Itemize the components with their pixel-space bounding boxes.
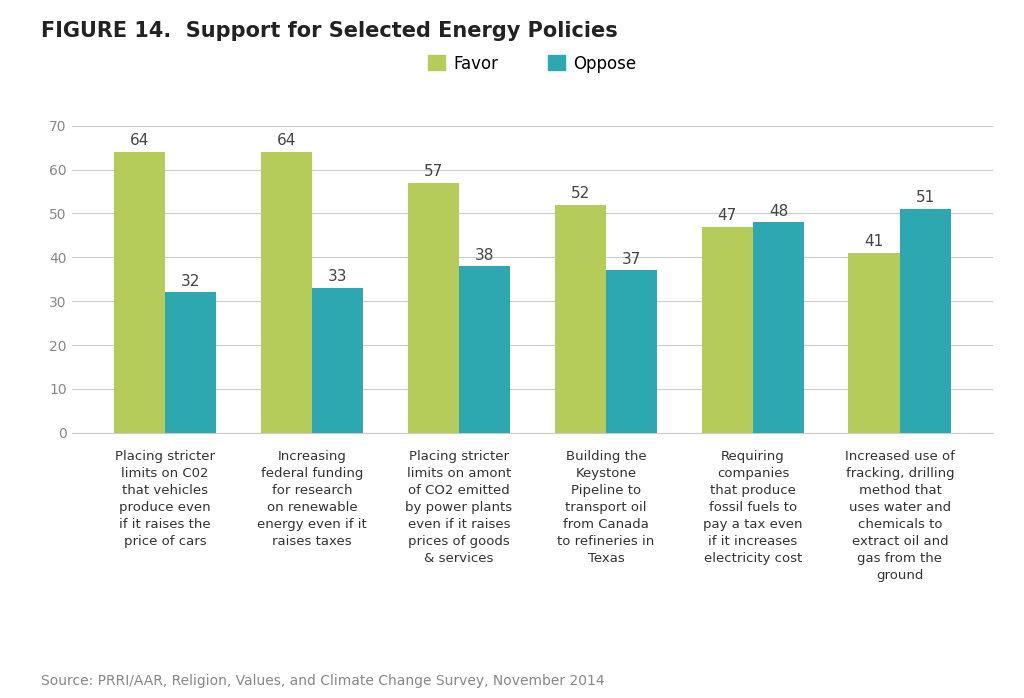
Bar xyxy=(114,152,165,433)
Text: 38: 38 xyxy=(475,248,495,262)
Bar xyxy=(408,183,459,433)
Text: 33: 33 xyxy=(328,269,347,285)
Text: 48: 48 xyxy=(769,204,788,218)
Legend: Favor, Oppose: Favor, Oppose xyxy=(422,48,643,80)
Text: Placing stricter
limits on C02
that vehicles
produce even
if it raises the
price: Placing stricter limits on C02 that vehi… xyxy=(115,450,215,548)
Text: 32: 32 xyxy=(181,274,201,289)
Text: 64: 64 xyxy=(130,133,148,149)
Text: 37: 37 xyxy=(622,252,641,267)
Bar xyxy=(900,209,951,433)
Bar xyxy=(849,253,900,433)
Bar xyxy=(753,222,805,433)
Text: FIGURE 14.  Support for Selected Energy Policies: FIGURE 14. Support for Selected Energy P… xyxy=(41,21,617,41)
Text: Requiring
companies
that produce
fossil fuels to
pay a tax even
if it increases
: Requiring companies that produce fossil … xyxy=(703,450,803,565)
Text: Placing stricter
limits on amont
of CO2 emitted
by power plants
even if it raise: Placing stricter limits on amont of CO2 … xyxy=(406,450,513,565)
Text: Source: PRRI/AAR, Religion, Values, and Climate Change Survey, November 2014: Source: PRRI/AAR, Religion, Values, and … xyxy=(41,674,604,688)
Bar xyxy=(165,292,216,433)
Bar xyxy=(606,270,657,433)
Text: Building the
Keystone
Pipeline to
transport oil
from Canada
to refineries in
Tex: Building the Keystone Pipeline to transp… xyxy=(557,450,654,565)
Text: 41: 41 xyxy=(864,235,884,249)
Text: 47: 47 xyxy=(718,208,737,223)
Bar xyxy=(459,266,510,433)
Text: Increasing
federal funding
for research
on renewable
energy even if it
raises ta: Increasing federal funding for research … xyxy=(257,450,367,548)
Text: 51: 51 xyxy=(916,191,935,205)
Text: 57: 57 xyxy=(424,164,443,179)
Text: 52: 52 xyxy=(570,186,590,201)
Bar xyxy=(312,288,364,433)
Text: 64: 64 xyxy=(276,133,296,149)
Bar xyxy=(555,205,606,433)
Text: Increased use of
fracking, drilling
method that
uses water and
chemicals to
extr: Increased use of fracking, drilling meth… xyxy=(845,450,955,582)
Bar xyxy=(260,152,312,433)
Bar xyxy=(701,227,753,433)
